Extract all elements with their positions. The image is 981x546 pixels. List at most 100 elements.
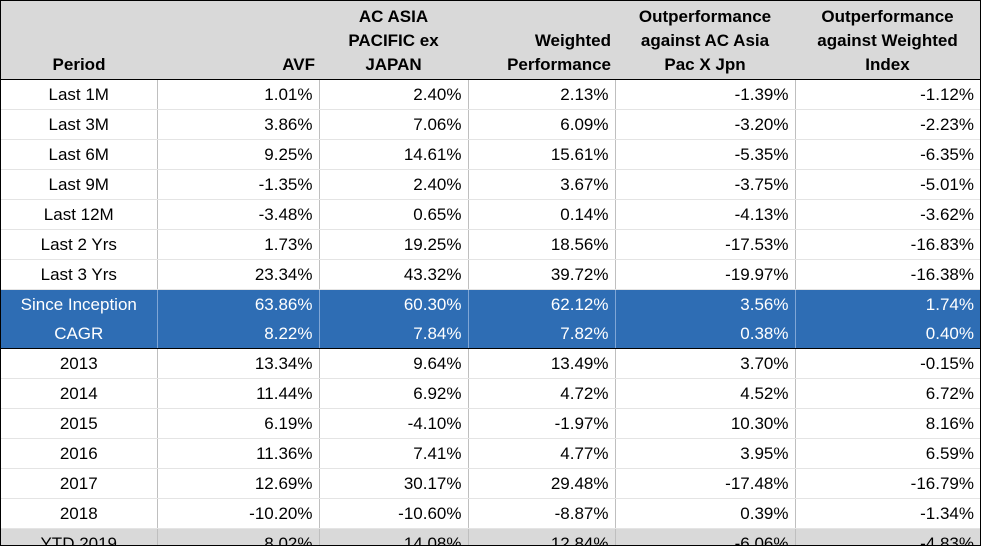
- table-row: Last 3 Yrs 23.34% 43.32% 39.72% -19.97% -16.3…: [1, 259, 980, 290]
- value-cell: 6.09%: [468, 109, 616, 140]
- value-cell: -5.35%: [615, 139, 796, 170]
- value-cell: -1.34%: [795, 498, 980, 529]
- value-cell: 4.52%: [615, 378, 796, 409]
- value-cell: 23.34%: [157, 259, 320, 290]
- period-cell: 2015: [1, 408, 158, 439]
- value-cell: 1.74%: [795, 289, 980, 319]
- value-cell: 2.13%: [468, 79, 616, 110]
- value-cell: 4.72%: [468, 378, 616, 409]
- value-cell: 3.86%: [157, 109, 320, 140]
- value-cell: 2.40%: [319, 79, 469, 110]
- value-cell: 29.48%: [468, 468, 616, 499]
- value-cell: 2.40%: [319, 169, 469, 200]
- header-line: against AC Asia: [640, 31, 770, 50]
- value-cell: 13.49%: [468, 348, 616, 379]
- value-cell: 0.38%: [615, 319, 796, 349]
- table-body: Last 1M 1.01% 2.40% 2.13% -1.39% -1.12% Last 3…: [1, 79, 980, 545]
- table-row: Last 6M 9.25% 14.61% 15.61% -5.35% -6.35%: [1, 139, 980, 170]
- header-avf: AVF: [157, 1, 319, 80]
- value-cell: 3.70%: [615, 348, 796, 379]
- value-cell: 11.44%: [157, 378, 320, 409]
- header-line: Performance: [507, 55, 611, 74]
- value-cell: 8.22%: [157, 319, 320, 349]
- value-cell: 6.92%: [319, 378, 469, 409]
- value-cell: 6.19%: [157, 408, 320, 439]
- value-cell: 7.82%: [468, 319, 616, 349]
- table-row: 2018 -10.20% -10.60% -8.87% 0.39% -1.34%: [1, 498, 980, 529]
- value-cell: 43.32%: [319, 259, 469, 290]
- value-cell: 1.01%: [157, 79, 320, 110]
- header-line: Outperformance: [821, 7, 954, 26]
- value-cell: 30.17%: [319, 468, 469, 499]
- value-cell: -10.20%: [157, 498, 320, 529]
- value-cell: -17.48%: [615, 468, 796, 499]
- value-cell: -3.75%: [615, 169, 796, 200]
- table-row: Last 3M 3.86% 7.06% 6.09% -3.20% -2.23%: [1, 109, 980, 140]
- value-cell: 4.77%: [468, 438, 616, 469]
- period-cell: Last 2 Yrs: [1, 229, 158, 260]
- period-cell: Last 3M: [1, 109, 158, 140]
- header-period: Period: [1, 1, 157, 80]
- value-cell: 14.08%: [319, 528, 469, 545]
- table-row: Last 2 Yrs 1.73% 19.25% 18.56% -17.53% -16.83…: [1, 229, 980, 260]
- period-cell: 2018: [1, 498, 158, 529]
- table-row: Last 9M -1.35% 2.40% 3.67% -3.75% -5.01%: [1, 169, 980, 200]
- value-cell: -16.83%: [795, 229, 980, 260]
- value-cell: 3.95%: [615, 438, 796, 469]
- value-cell: 19.25%: [319, 229, 469, 260]
- value-cell: 1.73%: [157, 229, 320, 260]
- table-row: 2016 11.36% 7.41% 4.77% 3.95% 6.59%: [1, 438, 980, 469]
- value-cell: 7.84%: [319, 319, 469, 349]
- value-cell: -4.13%: [615, 199, 796, 230]
- table-row: 2013 13.34% 9.64% 13.49% 3.70% -0.15%: [1, 348, 980, 379]
- value-cell: 0.65%: [319, 199, 469, 230]
- period-cell: 2017: [1, 468, 158, 499]
- value-cell: 12.69%: [157, 468, 320, 499]
- value-cell: -16.79%: [795, 468, 980, 499]
- header-line: Weighted: [534, 31, 611, 50]
- period-cell: 2014: [1, 378, 158, 409]
- header-ac-asia-pacific-ex-japan: AC ASIA PACIFIC ex JAPAN: [319, 1, 468, 80]
- table-row: Since Inception 63.86% 60.30% 62.12% 3.56% 1.…: [1, 289, 980, 319]
- value-cell: -4.10%: [319, 408, 469, 439]
- value-cell: -1.12%: [795, 79, 980, 110]
- value-cell: 8.02%: [157, 528, 320, 545]
- header-line: against Weighted: [817, 31, 958, 50]
- period-cell: Last 9M: [1, 169, 158, 200]
- value-cell: 3.56%: [615, 289, 796, 319]
- value-cell: -2.23%: [795, 109, 980, 140]
- value-cell: -4.83%: [795, 528, 980, 545]
- period-cell: Since Inception: [1, 289, 158, 319]
- value-cell: 7.41%: [319, 438, 469, 469]
- value-cell: 10.30%: [615, 408, 796, 439]
- period-cell: Last 3 Yrs: [1, 259, 158, 290]
- header-line: AVF: [282, 55, 315, 74]
- value-cell: 63.86%: [157, 289, 320, 319]
- header-line: Index: [865, 55, 910, 74]
- value-cell: -6.06%: [615, 528, 796, 545]
- value-cell: 3.67%: [468, 169, 616, 200]
- value-cell: -5.01%: [795, 169, 980, 200]
- value-cell: 0.39%: [615, 498, 796, 529]
- value-cell: 8.16%: [795, 408, 980, 439]
- value-cell: -1.35%: [157, 169, 320, 200]
- header-outperformance-ac-asia: Outperformance against AC Asia Pac X Jpn: [615, 1, 795, 80]
- period-cell: CAGR: [1, 319, 158, 349]
- value-cell: 12.84%: [468, 528, 616, 545]
- value-cell: -8.87%: [468, 498, 616, 529]
- value-cell: 14.61%: [319, 139, 469, 170]
- value-cell: -16.38%: [795, 259, 980, 290]
- table-row: YTD 2019 8.02% 14.08% 12.84% -6.06% -4.83%: [1, 528, 980, 545]
- period-cell: 2013: [1, 348, 158, 379]
- header-outperformance-weighted: Outperformance against Weighted Index: [795, 1, 980, 80]
- period-cell: Last 6M: [1, 139, 158, 170]
- value-cell: -10.60%: [319, 498, 469, 529]
- header-row: Period AVF AC ASIA PACIFIC ex JAPAN Weight…: [1, 1, 980, 80]
- value-cell: -6.35%: [795, 139, 980, 170]
- value-cell: 15.61%: [468, 139, 616, 170]
- header-line: Pac X Jpn: [664, 55, 746, 74]
- value-cell: 7.06%: [319, 109, 469, 140]
- period-cell: YTD 2019: [1, 528, 158, 545]
